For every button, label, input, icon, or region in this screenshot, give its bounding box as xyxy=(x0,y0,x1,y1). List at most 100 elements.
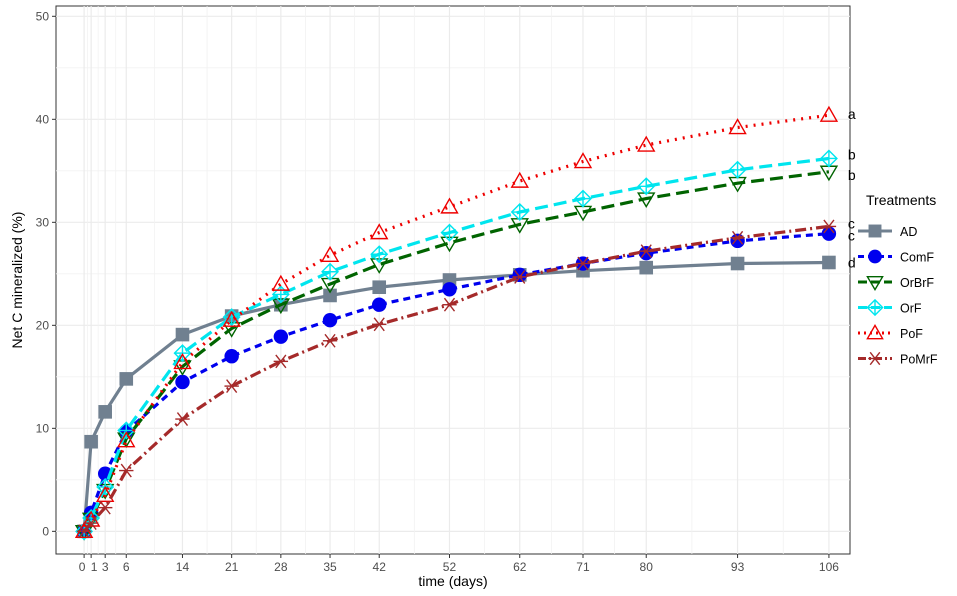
square-marker xyxy=(372,280,387,295)
circle-marker xyxy=(273,329,289,344)
y-axis-title: Net C mineralized (%) xyxy=(9,212,25,349)
y-axis: 0 10 20 30 40 50 xyxy=(36,9,56,538)
asterisk-stroke xyxy=(640,244,652,259)
triangle-up-marker xyxy=(370,223,389,240)
square-marker xyxy=(822,255,836,270)
circle-marker xyxy=(224,349,239,364)
circle-marker xyxy=(442,282,457,297)
asterisk-stroke xyxy=(577,256,589,271)
asterisk-stroke xyxy=(823,219,835,234)
x-tick-label: 14 xyxy=(176,560,190,574)
asterisk-stroke xyxy=(226,379,238,394)
y-tick-label: 20 xyxy=(36,318,50,332)
y-tick-label: 10 xyxy=(36,421,50,435)
legend-item-orf: OrF xyxy=(858,298,922,317)
legend-label: OrBrF xyxy=(900,276,934,290)
triangle-up-marker xyxy=(173,352,192,370)
asterisk-stroke xyxy=(120,463,132,478)
circle-marker xyxy=(322,312,338,328)
series-pof xyxy=(74,105,839,539)
series-pomrf xyxy=(76,219,837,539)
x-tick-label: 1 xyxy=(91,560,98,574)
x-tick-label: 21 xyxy=(225,560,239,574)
significance-letter: b xyxy=(848,167,856,183)
triangle-down-marker xyxy=(866,275,884,291)
x-tick-label: 71 xyxy=(576,560,590,574)
x-tick-label: 80 xyxy=(640,560,654,574)
legend-item-orbrf: OrBrF xyxy=(858,275,934,291)
series-line xyxy=(82,232,830,532)
legend-label: PoMrF xyxy=(900,353,938,367)
asterisk-stroke xyxy=(731,230,744,245)
square-marker xyxy=(175,327,190,342)
significance-letter: d xyxy=(848,254,856,270)
square-marker xyxy=(119,372,134,386)
triangle-up-marker xyxy=(74,521,94,539)
asterisk-stroke xyxy=(275,354,287,369)
square-marker xyxy=(639,260,654,275)
significance-letter: a xyxy=(848,106,856,122)
significance-letter: c xyxy=(848,215,855,231)
triangle-up-marker xyxy=(271,274,291,291)
triangle-up-marker xyxy=(819,105,839,122)
y-tick-label: 50 xyxy=(36,9,50,23)
legend: Treatments AD ComF OrBrF OrF PoF PoMrF xyxy=(858,192,938,367)
square-marker xyxy=(84,434,98,449)
triangle-up-marker xyxy=(222,310,241,327)
legend-item-ad: AD xyxy=(858,224,917,239)
series-layer xyxy=(74,105,839,541)
asterisk-stroke xyxy=(373,317,385,332)
triangle-up-marker xyxy=(573,152,593,169)
triangle-up-marker xyxy=(637,135,656,152)
triangle-up-marker xyxy=(510,171,529,188)
triangle-up-marker xyxy=(728,118,747,135)
square-marker xyxy=(323,288,337,303)
x-tick-label: 0 xyxy=(79,560,86,574)
asterisk-stroke xyxy=(514,270,526,284)
triangle-up-marker xyxy=(866,323,884,340)
legend-label: AD xyxy=(900,225,917,239)
legend-label: OrF xyxy=(900,302,922,316)
legend-item-comf: ComF xyxy=(858,249,934,265)
asterisk-stroke xyxy=(324,333,336,348)
circle-marker xyxy=(868,249,882,264)
x-tick-label: 93 xyxy=(731,560,745,574)
triangle-up-marker xyxy=(440,197,459,214)
x-tick-label: 62 xyxy=(513,560,527,574)
circle-marker xyxy=(639,246,654,261)
x-tick-label: 106 xyxy=(819,560,839,574)
circle-marker xyxy=(175,374,190,390)
x-tick-label: 3 xyxy=(102,560,109,574)
y-tick-label: 40 xyxy=(36,112,50,126)
asterisk-stroke xyxy=(99,500,111,515)
x-tick-label: 52 xyxy=(443,560,457,574)
asterisk-stroke xyxy=(176,412,189,426)
legend-label: ComF xyxy=(900,251,934,265)
asterisk-stroke xyxy=(85,516,97,531)
square-marker xyxy=(868,224,882,238)
legend-title: Treatments xyxy=(866,192,936,208)
diamond-plus-marker xyxy=(510,203,529,222)
square-marker xyxy=(730,256,745,271)
circle-marker xyxy=(372,297,387,312)
x-tick-label: 35 xyxy=(323,560,337,574)
triangle-up-marker xyxy=(117,431,136,448)
x-tick-label: 42 xyxy=(373,560,387,574)
triangle-up-marker xyxy=(95,485,115,502)
y-tick-label: 0 xyxy=(42,524,49,538)
legend-item-pof: PoF xyxy=(858,323,923,341)
y-tick-label: 30 xyxy=(36,215,50,229)
grid xyxy=(56,6,850,554)
x-axis: 0 1 3 6 14 21 28 35 42 52 62 71 80 93 106 xyxy=(79,554,839,574)
series-line xyxy=(82,156,830,533)
significance-letter: c xyxy=(848,228,855,244)
x-tick-label: 6 xyxy=(123,560,130,574)
x-axis-title: time (days) xyxy=(418,573,487,589)
triangle-up-marker xyxy=(320,245,340,262)
significance-letter: b xyxy=(848,146,856,162)
asterisk-stroke xyxy=(869,351,881,366)
x-tick-label: 28 xyxy=(274,560,288,574)
asterisk-stroke xyxy=(443,297,456,312)
